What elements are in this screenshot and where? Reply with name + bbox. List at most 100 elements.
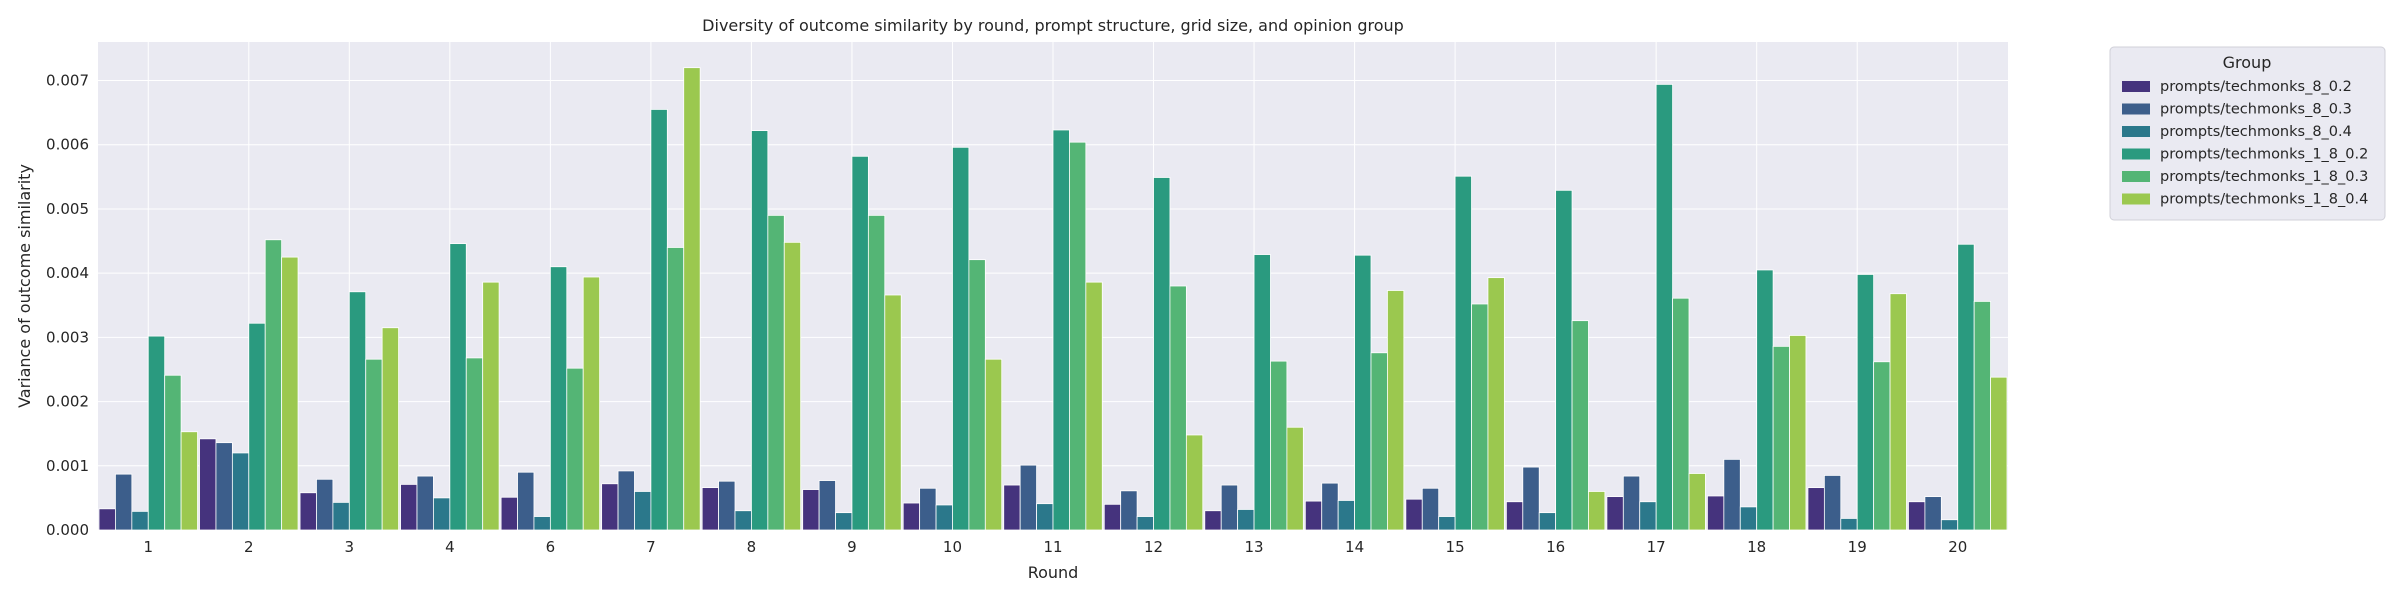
bar [1522, 466, 1540, 531]
bar [1840, 518, 1858, 531]
legend-title: Group [2223, 53, 2272, 72]
bar [935, 504, 953, 531]
y-tick-label: 0.007 [46, 72, 89, 90]
x-tick-label: 16 [1546, 538, 1565, 556]
bar [1438, 516, 1456, 531]
legend-label: prompts/techmonks_8_0.4 [2160, 124, 2352, 140]
bar [582, 276, 601, 531]
x-tick-label: 13 [1245, 538, 1264, 556]
bar [1889, 293, 1907, 531]
bar [666, 247, 685, 531]
bar [1204, 510, 1222, 531]
bar [566, 367, 584, 531]
bar [1337, 500, 1355, 531]
legend-items: prompts/techmonks_8_0.2 prompts/techmonks… [2122, 79, 2368, 208]
bar [601, 483, 619, 531]
bar [1588, 491, 1606, 531]
x-tick-label: 2 [244, 538, 254, 556]
bar [549, 266, 568, 531]
y-axis-label: Variance of outcome similarity [15, 164, 34, 408]
bar [1789, 335, 1807, 531]
bar [264, 239, 283, 531]
bar [617, 470, 635, 531]
bar [802, 489, 820, 531]
bar [281, 256, 299, 531]
x-tick-label: 17 [1647, 538, 1666, 556]
bar [1739, 506, 1758, 531]
bar [1505, 501, 1524, 531]
bar [1036, 503, 1054, 531]
bar [634, 491, 652, 531]
bar [400, 484, 418, 531]
legend-label: prompts/techmonks_8_0.3 [2160, 102, 2352, 118]
legend-label: prompts/techmonks_1_8_0.3 [2160, 169, 2368, 185]
y-tick-label: 0.001 [46, 457, 89, 475]
bar [1772, 345, 1790, 531]
bar [199, 438, 217, 531]
bar [115, 473, 133, 531]
bar [517, 471, 535, 531]
bar [1622, 475, 1641, 531]
legend-swatch [2122, 171, 2150, 182]
legend-swatch [2122, 148, 2150, 160]
bar [231, 452, 250, 531]
bar [1387, 290, 1405, 531]
y-tick-label: 0.004 [46, 264, 89, 282]
bar [1354, 254, 1372, 531]
bar [215, 442, 233, 531]
legend-swatch [2122, 126, 2150, 137]
bar [332, 501, 350, 531]
legend-label: prompts/techmonks_8_0.2 [2160, 79, 2352, 95]
bar [1908, 501, 1926, 531]
bar [867, 214, 886, 531]
bar [98, 508, 116, 531]
bar [1856, 274, 1875, 531]
bar [718, 480, 736, 531]
bar [1688, 473, 1706, 531]
bar [299, 492, 317, 531]
x-tick-label: 14 [1345, 538, 1364, 556]
bar [1153, 177, 1171, 531]
bar [1924, 496, 1942, 531]
x-tick-label: 20 [1948, 538, 1967, 556]
bar [683, 67, 701, 531]
bar [1487, 277, 1505, 531]
x-tick-label: 3 [345, 538, 355, 556]
bar [919, 487, 937, 531]
bar [164, 374, 182, 531]
bar [1286, 426, 1304, 531]
legend-label: prompts/techmonks_1_8_0.2 [2160, 147, 2368, 163]
bar [835, 512, 853, 531]
bar [381, 327, 399, 531]
x-tick-label: 9 [847, 538, 857, 556]
bar [1237, 509, 1255, 531]
bar [1421, 487, 1440, 531]
bar [650, 109, 668, 531]
bar [734, 510, 752, 531]
bar [1555, 189, 1573, 531]
bar [767, 214, 785, 531]
bar [1655, 83, 1673, 531]
bar [1873, 361, 1891, 531]
x-tick-label: 7 [646, 538, 656, 556]
bar [348, 291, 367, 531]
bar [1990, 376, 2008, 531]
bar [500, 496, 518, 531]
bar [1253, 254, 1271, 531]
bar [147, 335, 166, 531]
legend-swatch [2122, 193, 2150, 205]
x-tick-label: 18 [1747, 538, 1766, 556]
x-tick-labels: 1 2 3 4 6 7 8 9 10 11 12 13 14 15 16 17 18 19 20 [143, 538, 1967, 556]
bar [316, 478, 334, 531]
bar [248, 322, 266, 531]
bar [984, 358, 1003, 531]
bar [1321, 482, 1339, 531]
bar [968, 259, 986, 531]
bar [1270, 360, 1288, 531]
bar [1756, 269, 1774, 531]
x-tick-label: 19 [1848, 538, 1867, 556]
bar [1957, 243, 1975, 531]
bar [465, 357, 484, 531]
bar [1606, 496, 1624, 531]
